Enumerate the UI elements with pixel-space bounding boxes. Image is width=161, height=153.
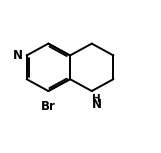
Text: Br: Br — [41, 100, 56, 113]
Text: N: N — [13, 49, 23, 62]
Text: N: N — [92, 98, 102, 111]
Text: H: H — [92, 94, 101, 104]
